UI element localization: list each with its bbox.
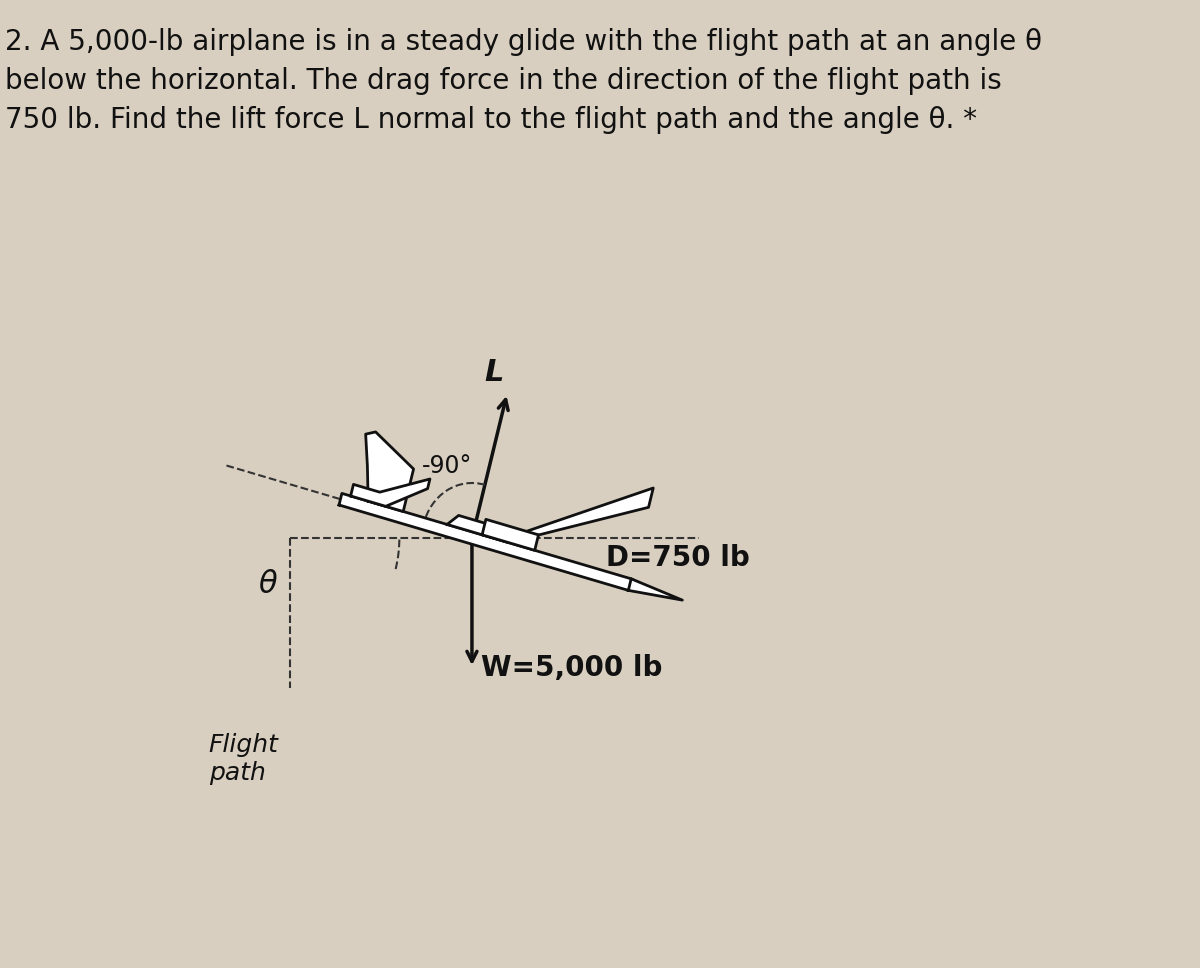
Polygon shape bbox=[366, 432, 414, 511]
Text: -90°: -90° bbox=[422, 454, 473, 478]
Polygon shape bbox=[482, 520, 539, 551]
Text: Flight
path: Flight path bbox=[209, 733, 278, 785]
Text: θ: θ bbox=[259, 570, 277, 599]
Polygon shape bbox=[448, 488, 653, 542]
Text: L: L bbox=[485, 358, 504, 387]
Text: W=5,000 lb: W=5,000 lb bbox=[481, 654, 662, 682]
Polygon shape bbox=[350, 479, 430, 506]
Text: 2. A 5,000-lb airplane is in a steady glide with the flight path at an angle θ
b: 2. A 5,000-lb airplane is in a steady gl… bbox=[5, 28, 1042, 134]
Text: D=750 lb: D=750 lb bbox=[606, 544, 749, 572]
Polygon shape bbox=[340, 494, 656, 592]
Polygon shape bbox=[629, 579, 683, 600]
